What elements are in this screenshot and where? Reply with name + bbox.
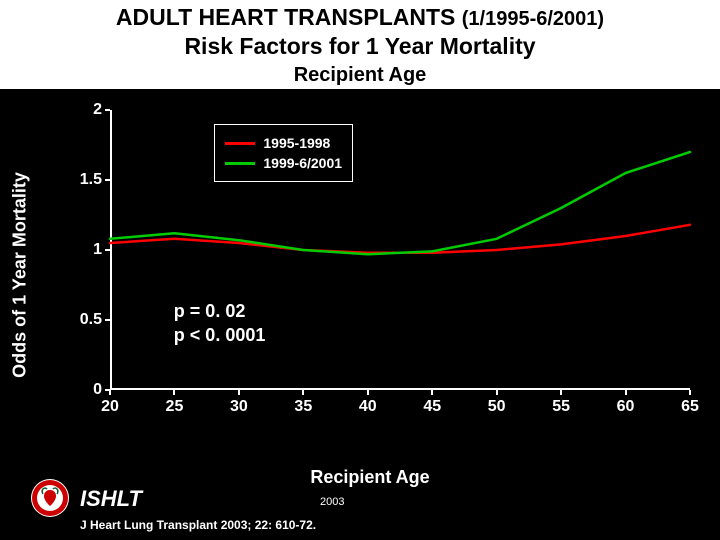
x-tick-mark bbox=[496, 390, 498, 395]
title-paren: (1/1995-6/2001) bbox=[462, 8, 604, 30]
x-tick-mark bbox=[560, 390, 562, 395]
x-tick-mark bbox=[367, 390, 369, 395]
x-tick-mark bbox=[109, 390, 111, 395]
y-axis-label: Odds of 1 Year Mortality bbox=[10, 172, 31, 378]
series-line-0 bbox=[110, 225, 690, 253]
legend-label-1: 1999-6/2001 bbox=[263, 155, 342, 171]
x-tick-mark bbox=[689, 390, 691, 395]
x-tick-mark bbox=[431, 390, 433, 395]
legend-row: 1995-1998 bbox=[225, 135, 342, 151]
legend-label-0: 1995-1998 bbox=[263, 135, 330, 151]
p-values: p = 0. 02 p < 0. 0001 bbox=[174, 300, 266, 347]
footer: ISHLT 2003 J Heart Lung Transplant 2003;… bbox=[0, 480, 720, 540]
x-tick-mark bbox=[238, 390, 240, 395]
legend-swatch-1 bbox=[225, 162, 255, 165]
subtitle: Recipient Age bbox=[0, 64, 720, 87]
p-value-1: p = 0. 02 bbox=[174, 300, 266, 323]
legend-swatch-0 bbox=[225, 142, 255, 145]
legend: 1995-1998 1999-6/2001 bbox=[214, 124, 353, 182]
y-tick-mark bbox=[105, 249, 110, 251]
x-tick-mark bbox=[625, 390, 627, 395]
legend-row: 1999-6/2001 bbox=[225, 155, 342, 171]
y-tick-mark bbox=[105, 179, 110, 181]
header: ADULT HEART TRANSPLANTS (1/1995-6/2001) … bbox=[0, 0, 720, 89]
title-line2: Risk Factors for 1 Year Mortality bbox=[0, 33, 720, 60]
chart: Odds of 1 Year Mortality 1995-1998 1999-… bbox=[50, 110, 690, 440]
citation: J Heart Lung Transplant 2003; 22: 610-72… bbox=[80, 518, 316, 532]
x-tick-mark bbox=[302, 390, 304, 395]
org-name: ISHLT bbox=[80, 486, 142, 512]
title-main: ADULT HEART TRANSPLANTS bbox=[116, 4, 455, 30]
title-line1: ADULT HEART TRANSPLANTS (1/1995-6/2001) bbox=[0, 4, 720, 31]
x-tick-mark bbox=[173, 390, 175, 395]
p-value-2: p < 0. 0001 bbox=[174, 324, 266, 347]
plot-area: 1995-1998 1999-6/2001 p = 0. 02 p < 0. 0… bbox=[110, 110, 690, 390]
ishlt-logo-icon bbox=[30, 478, 70, 518]
chart-lines bbox=[110, 110, 690, 390]
y-tick-mark bbox=[105, 319, 110, 321]
footer-year: 2003 bbox=[320, 496, 344, 508]
y-tick-mark bbox=[105, 109, 110, 111]
